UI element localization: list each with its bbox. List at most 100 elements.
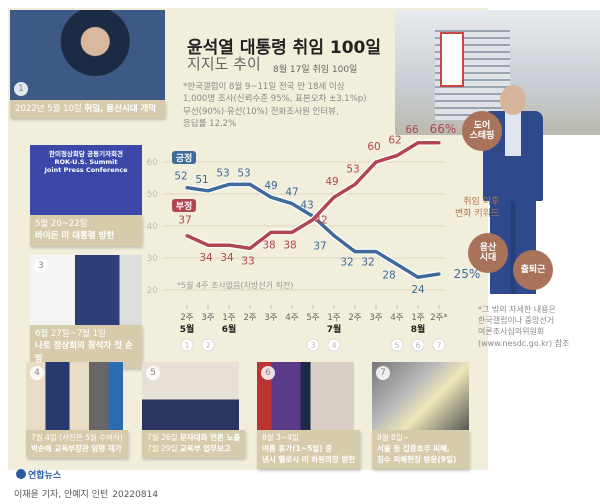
data-label: 60: [367, 141, 380, 153]
data-point: [353, 182, 357, 186]
x-tick-label: 3주: [201, 313, 214, 323]
data-label: 38: [283, 239, 296, 251]
legend-swatch: [172, 199, 196, 212]
data-point: [248, 246, 252, 250]
month-label: 7월: [327, 323, 342, 335]
data-point: [416, 275, 420, 279]
data-point: [227, 243, 231, 247]
series-halo: [185, 139, 439, 252]
data-label: 53: [346, 163, 359, 175]
month-label: 8월: [411, 323, 426, 335]
logo-icon: [16, 469, 26, 479]
x-tick-label: 1주: [411, 313, 424, 323]
month-label: 6월: [222, 323, 237, 335]
data-label: 32: [340, 257, 353, 269]
x-tick-label: 2주*: [430, 313, 447, 323]
data-point: [437, 141, 441, 145]
y-tick-label: 40: [147, 222, 159, 232]
x-tick-label: 1주: [327, 313, 340, 323]
event-caption-2: 5월 20~22일 바이든 미 대통령 방한: [30, 215, 142, 246]
event-marker-label: 3: [310, 341, 315, 350]
event-marker: [327, 338, 341, 352]
keyword-door-stepping: 도어 스테핑: [462, 111, 502, 151]
data-point: [290, 202, 294, 206]
data-point: [332, 234, 336, 238]
event-caption-3: 6월 27일~7월 1일 나토 정상회의 참석차 첫 순방: [30, 325, 142, 368]
presidential-office-building-image: [395, 10, 600, 135]
x-tick-label: 3주: [369, 313, 382, 323]
event-marker-label: 5: [394, 341, 399, 350]
event-marker: [432, 338, 446, 352]
data-label: 53: [237, 167, 250, 179]
event-marker: [306, 338, 320, 352]
legend-label-positive: 긍정: [176, 152, 193, 164]
data-label: 25%: [454, 267, 481, 281]
keyword-yongsan-era: 용산 시대: [468, 233, 508, 273]
event-photo-6: 6: [257, 362, 354, 430]
y-tick-label: 60: [147, 158, 159, 168]
data-point: [290, 230, 294, 234]
data-point: [227, 182, 231, 186]
x-tick-label: 1주: [222, 313, 235, 323]
data-label: 28: [382, 269, 395, 281]
data-label: 49: [325, 176, 338, 188]
data-point: [269, 195, 273, 199]
event-marker: [180, 338, 194, 352]
data-point: [332, 195, 336, 199]
data-point: [185, 186, 189, 190]
event-marker: [390, 338, 404, 352]
data-label: 37: [313, 241, 326, 253]
anniversary-date: 8월 17일 취임 100일: [273, 65, 358, 75]
event-marker: [411, 338, 425, 352]
event-photo-5: 5: [142, 362, 239, 430]
data-point: [395, 262, 399, 266]
x-tick-label: 2주: [180, 313, 193, 323]
data-label: 62: [388, 135, 401, 147]
event-photo-3: 3: [30, 255, 142, 325]
x-tick-label: 5주: [306, 313, 319, 323]
yonhap-logo: 연합뉴스: [16, 468, 61, 481]
data-point: [248, 182, 252, 186]
event-marker-label: 1: [184, 341, 189, 350]
data-label: 37: [178, 215, 191, 227]
data-point: [206, 243, 210, 247]
event-caption-7: 8월 8일~ 서울 등 집중호우 피해, 침수 피해현장 방문(9일): [372, 430, 469, 469]
data-label: 51: [195, 174, 208, 186]
keyword-label: 취임 이후 변화 키워드: [455, 197, 500, 219]
x-tick-label: 3주: [264, 313, 277, 323]
data-point: [206, 189, 210, 193]
data-label: 24: [411, 284, 425, 296]
data-label: 49: [264, 180, 277, 192]
month-label: 5월: [180, 323, 195, 335]
data-label: 47: [285, 187, 298, 199]
data-point: [374, 250, 378, 254]
event-marker-label: 4: [331, 341, 336, 350]
data-point: [311, 218, 315, 222]
x-tick-label: 4주: [285, 313, 298, 323]
data-point: [416, 141, 420, 145]
source-note: *그 밖의 자세한 내용은 한국갤럽이나 중앙선거 여론조사심의위원회 (www…: [478, 305, 570, 348]
legend-swatch: [172, 151, 196, 164]
survey-note: *한국갤럽이 8월 9~11일 전국 만 18세 이상 1,000명 조사(신뢰…: [183, 82, 367, 129]
keyword-commute: 출퇴근: [513, 250, 553, 290]
data-label: 34: [220, 252, 234, 264]
y-tick-label: 50: [147, 190, 159, 200]
event-marker-label: 2: [205, 341, 210, 350]
data-label: 66%: [430, 122, 457, 136]
data-label: 42: [314, 215, 327, 227]
event-caption-4: 7월 4일 (사진은 5월 수여식) 박순애 교육부장관 임명 재가: [26, 430, 128, 458]
event-marker: [201, 338, 215, 352]
event-caption-5: 7월 26일 문자대화 언론 노출 7월 29일 교육부 업무보고: [142, 430, 246, 458]
credit-line: 이재윤 기자, 안예지 인턴 20220814: [14, 490, 159, 500]
event-photo-4: 4: [26, 362, 123, 430]
y-tick-label: 30: [147, 254, 159, 264]
negative-line: [186, 141, 439, 251]
data-label: 34: [199, 252, 213, 264]
event-caption-1: 2022년 5월 10일 취임, 용산시대 개막: [10, 100, 165, 119]
event-photo-7: 7: [372, 362, 469, 430]
data-point: [437, 272, 441, 276]
data-label: 33: [241, 255, 254, 267]
event-marker-label: 7: [436, 341, 441, 350]
data-point: [395, 154, 399, 158]
